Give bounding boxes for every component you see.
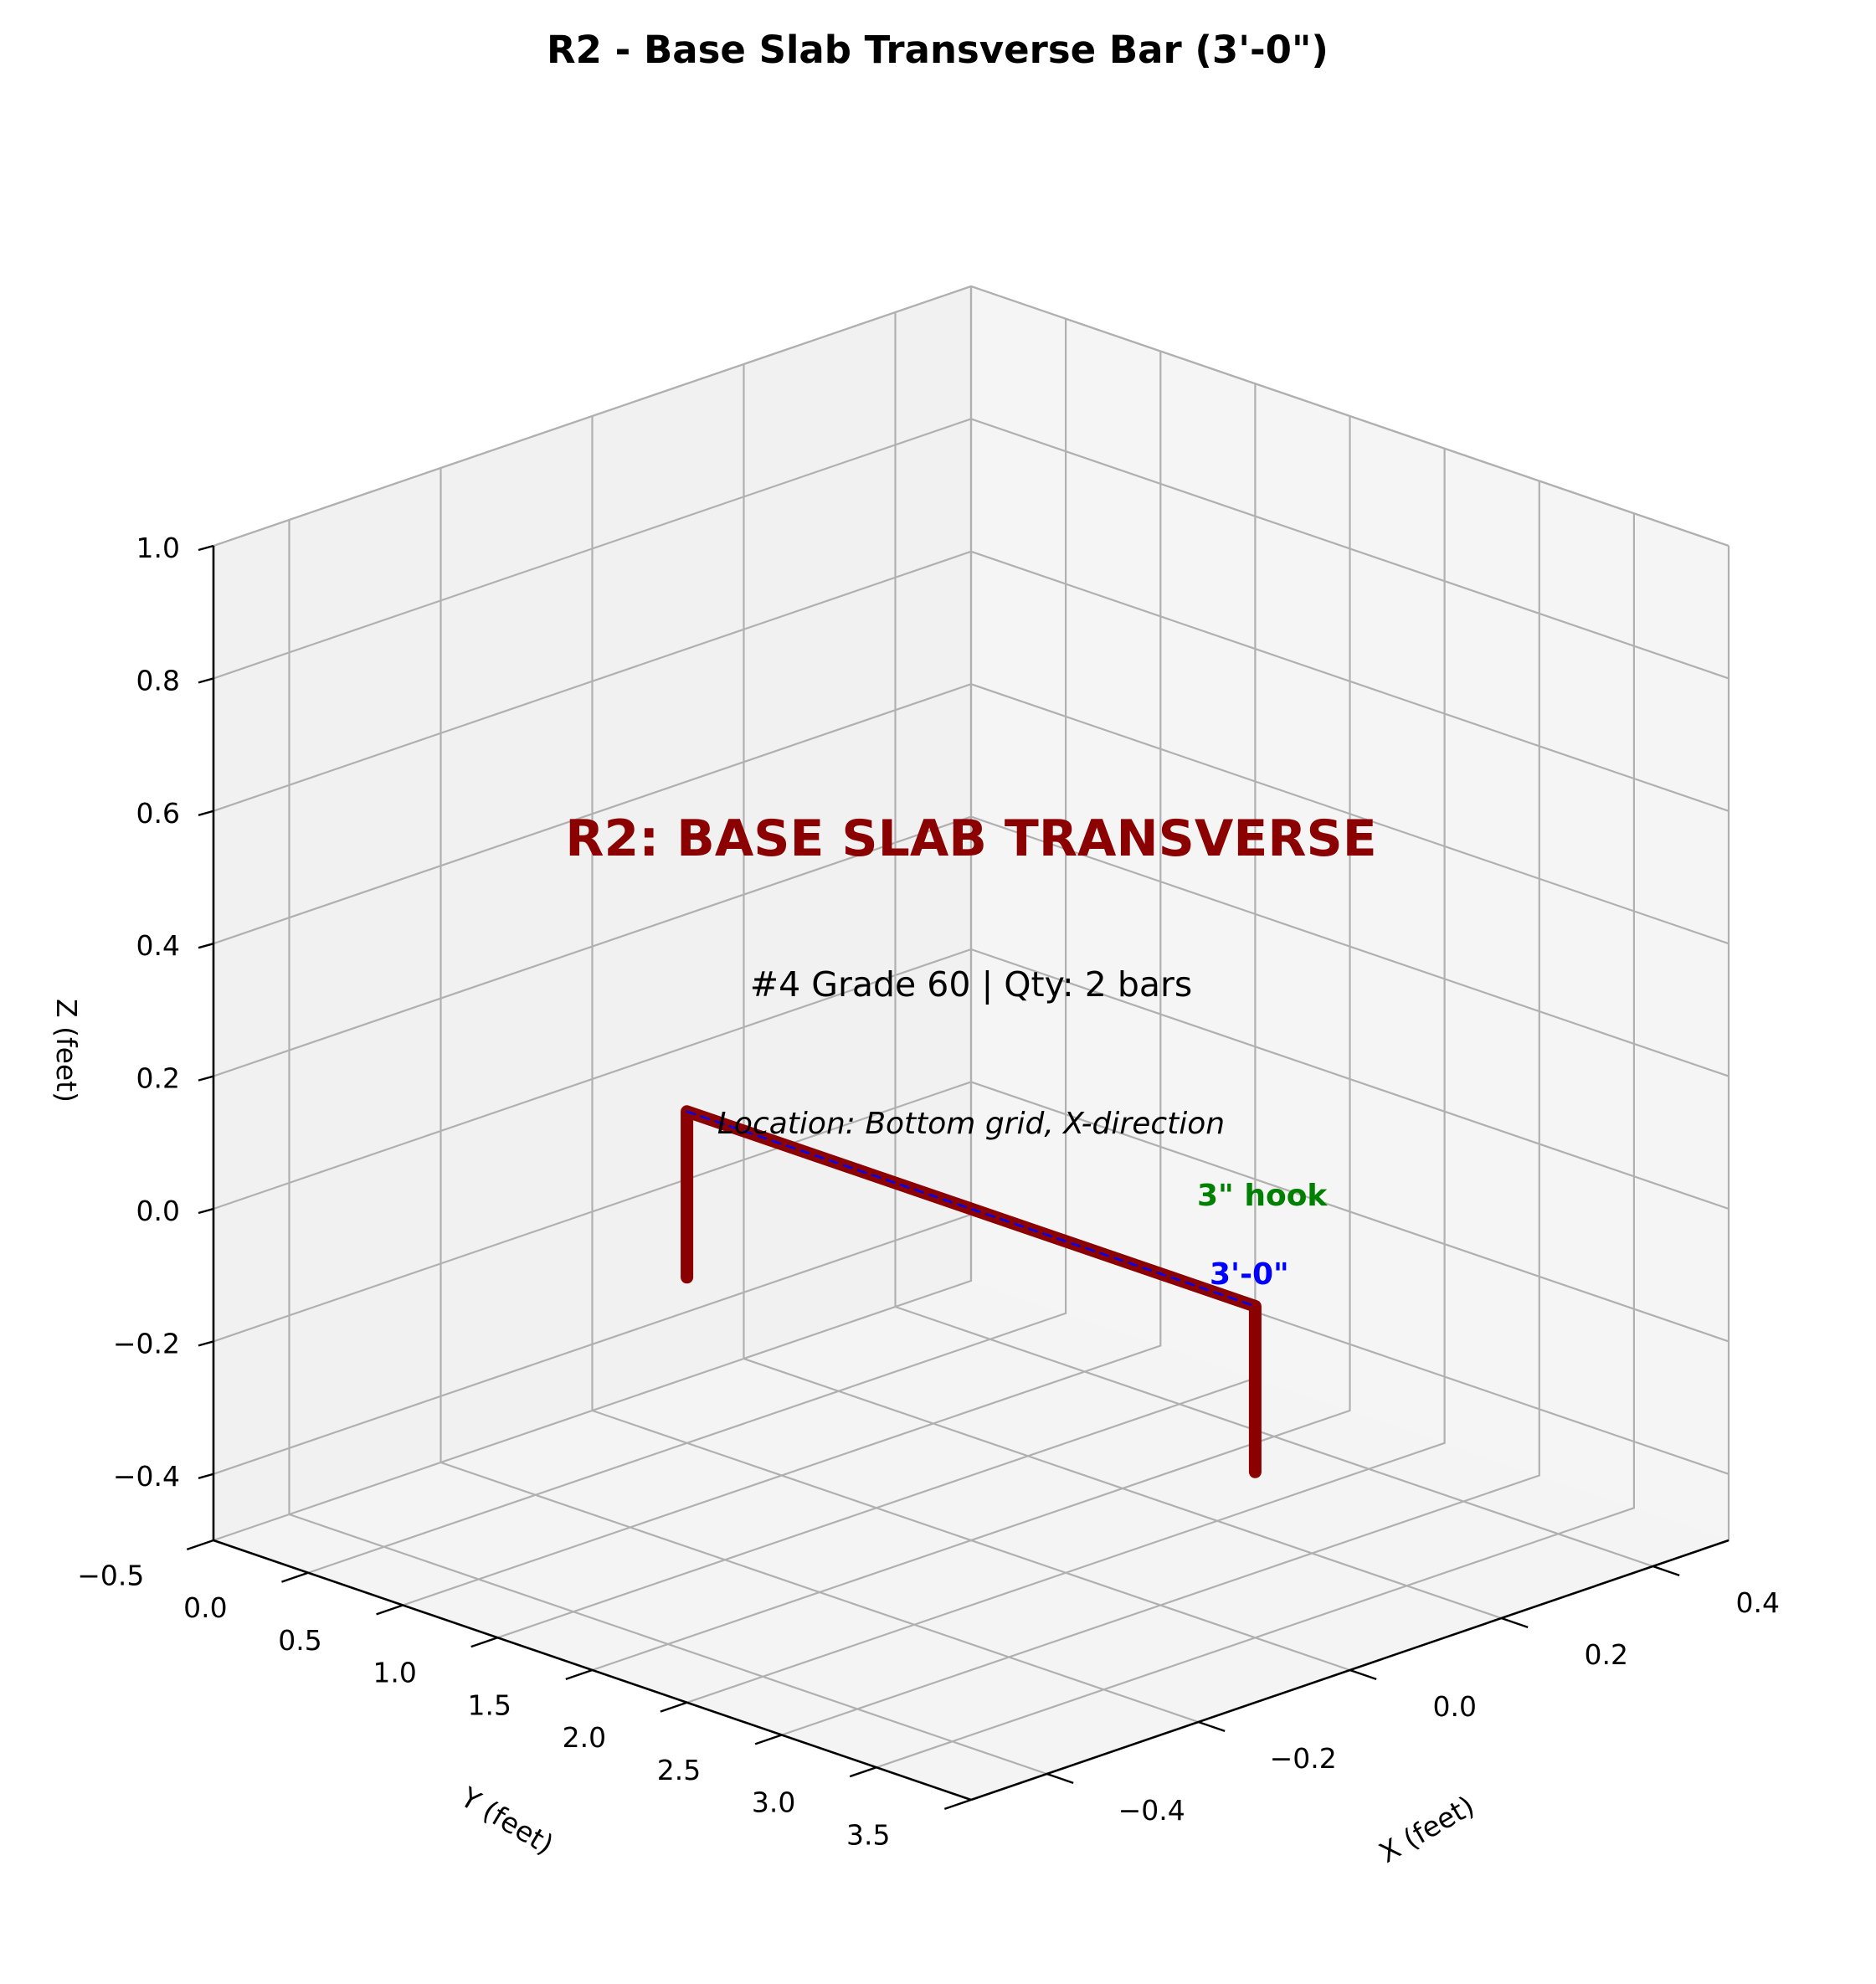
z-tick — [198, 1075, 214, 1082]
y-axis-label: Y (feet) — [455, 1781, 559, 1862]
y-tick-label: 0.2 — [1584, 1638, 1627, 1671]
x-tick-label: 3.0 — [752, 1786, 795, 1819]
z-tick-label: 0.4 — [136, 929, 180, 962]
grid-line-y — [591, 416, 1350, 1672]
x-tick-label: 2.5 — [657, 1754, 701, 1786]
z-tick — [198, 544, 214, 552]
x-tick-label: 0.5 — [278, 1624, 321, 1657]
z-axis-label: Z (feet) — [50, 999, 83, 1103]
x-tick — [754, 1734, 783, 1745]
grid-line-y — [288, 520, 1047, 1776]
z-tick — [198, 1473, 214, 1479]
x-tick-label: 2.0 — [563, 1721, 606, 1754]
annotation-hook: 3" hook — [1197, 1179, 1328, 1213]
y-tick-label: 0.0 — [1432, 1690, 1476, 1723]
z-tick — [198, 1340, 214, 1347]
annotation-location: Location: Bottom grid, X-direction — [717, 1107, 1225, 1141]
series-line-2 — [686, 1110, 1257, 1308]
z-tick — [198, 943, 214, 949]
x-axis-label: X (feet) — [1374, 1789, 1480, 1869]
z-tick-label: 0.2 — [136, 1062, 180, 1095]
x-tick-label: 0.0 — [183, 1591, 227, 1624]
grid-line-x — [686, 448, 1446, 1704]
grid-line-x — [876, 513, 1636, 1769]
series — [681, 1105, 1262, 1478]
chart-title: R2 - Base Slab Transverse Bar (3'-0") — [547, 28, 1329, 72]
z-tick — [198, 1207, 214, 1215]
z-tick-label: 0.8 — [136, 664, 180, 696]
y-tick-label: 0.4 — [1735, 1586, 1779, 1619]
y-tick — [1198, 1720, 1226, 1732]
y-tick-label: −0.4 — [1118, 1794, 1185, 1827]
x-tick — [660, 1701, 688, 1713]
grid-line-y — [743, 364, 1502, 1620]
grid-line-y — [439, 468, 1199, 1724]
x-tick — [565, 1668, 593, 1680]
x-tick-label: 3.5 — [846, 1818, 890, 1851]
grid-line-x — [592, 416, 1351, 1672]
x-tick — [186, 1539, 214, 1550]
x-tick — [470, 1637, 498, 1648]
y-tick — [1349, 1668, 1377, 1680]
annotation-spec: #4 Grade 60 | Qty: 2 bars — [750, 964, 1193, 1005]
x-tick-label: 1.0 — [373, 1657, 416, 1689]
z-tick-label: 0.6 — [136, 797, 180, 830]
z-tick-label: 1.0 — [136, 532, 180, 564]
grid-line-x — [402, 351, 1162, 1606]
z-tick — [198, 810, 214, 816]
annotation-length: 3'-0" — [1210, 1257, 1289, 1292]
y-tick — [1501, 1616, 1529, 1628]
y-tick-label: −0.2 — [1270, 1742, 1337, 1775]
x-tick — [281, 1571, 309, 1583]
x-tick — [849, 1766, 877, 1778]
ticks: −0.5 0.0 0.5 1.0 1.5 2.0 2.5 3.0 3.5 −0.4 −0.2 0.0 0… — [77, 532, 1780, 1851]
z-tick-label: −0.4 — [113, 1460, 180, 1493]
x-tick — [943, 1798, 972, 1810]
y-tick — [1652, 1565, 1680, 1576]
grid-line-x — [307, 318, 1067, 1574]
z-tick — [198, 677, 214, 684]
z-tick-label: −0.2 — [113, 1327, 180, 1360]
x-tick-label: 1.5 — [468, 1688, 511, 1721]
x-tick — [376, 1604, 403, 1616]
grid-line-y — [894, 312, 1653, 1568]
grid-line-x — [781, 481, 1540, 1736]
y-tick — [1046, 1772, 1074, 1784]
annotation-heading: R2: BASE SLAB TRANSVERSE — [565, 810, 1376, 868]
z-tick-label: 0.0 — [136, 1195, 180, 1227]
x-tick-label: −0.5 — [77, 1559, 144, 1591]
